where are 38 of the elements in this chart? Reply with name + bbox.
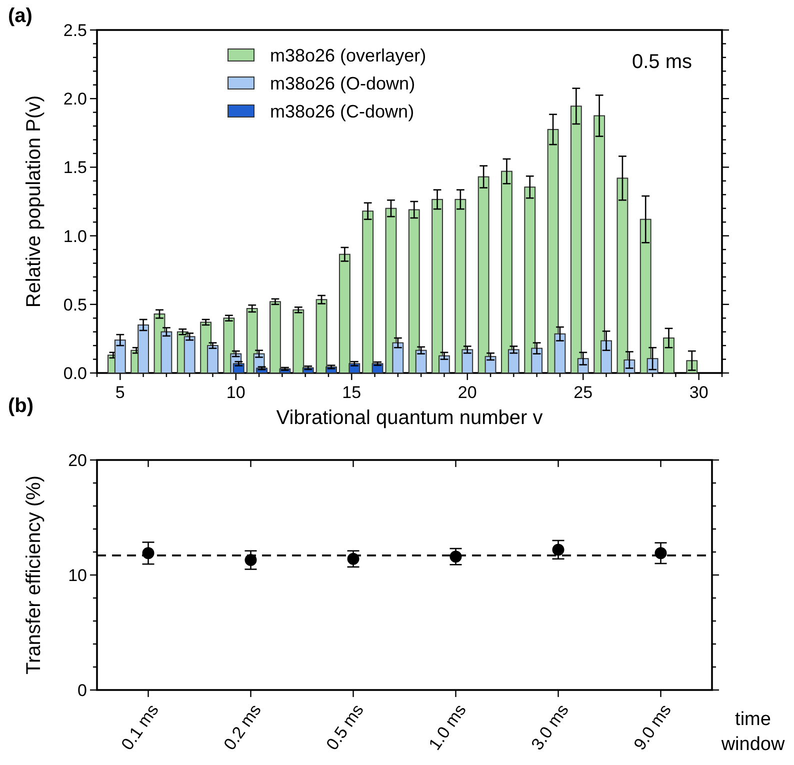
x-tick-label: 1.0 ms	[425, 700, 470, 754]
x-axis-title: Vibrational quantum number v	[276, 407, 543, 429]
x-tick-label: 9.0 ms	[630, 700, 675, 754]
y-axis-title: Relative population P(v)	[23, 95, 45, 308]
text: (b)	[8, 395, 34, 417]
legend-label: m38o26 (C-down)	[270, 101, 414, 122]
x-tick-label: 0.5 ms	[322, 700, 368, 754]
x-tick-label: 20	[458, 383, 477, 402]
x-tick-label: 30	[689, 383, 708, 402]
y-tick-label: 2.0	[63, 90, 87, 109]
y-tick-label: 0.5	[63, 295, 87, 314]
text: (a)	[8, 5, 32, 27]
point	[450, 550, 462, 563]
y-tick-label: 20	[68, 450, 87, 470]
x-tick-label: 0.1 ms	[118, 700, 162, 754]
y-tick-label: 0	[78, 680, 87, 700]
point	[552, 544, 564, 556]
point	[244, 554, 257, 566]
bar	[663, 338, 674, 374]
y-tick-label: 10	[68, 566, 87, 585]
y-tick-label: 1.0	[63, 226, 87, 246]
x-tick-label: 3.0 ms	[528, 700, 572, 754]
x-tick-label: 0.2 ms	[220, 700, 265, 754]
x-tick-label: 15	[342, 383, 362, 402]
x-tick-label: 10	[226, 383, 246, 402]
y-tick-label: 2.5	[63, 20, 87, 40]
point	[347, 552, 360, 565]
y-tick-label: 0.0	[63, 364, 87, 383]
x-tick-label: 25	[574, 383, 593, 402]
y-axis-title: Transfer efficiency (%)	[23, 476, 45, 674]
point	[654, 547, 667, 560]
annotation: 0.5 ms	[632, 51, 692, 73]
point	[142, 547, 154, 560]
y-tick-label: 1.5	[63, 158, 87, 178]
x-tick-label: 5	[115, 383, 125, 402]
legend-label: m38o26 (overlayer)	[270, 45, 426, 66]
legend-label: m38o26 (O-down)	[270, 73, 416, 94]
x-axis-title: time window	[720, 709, 785, 755]
